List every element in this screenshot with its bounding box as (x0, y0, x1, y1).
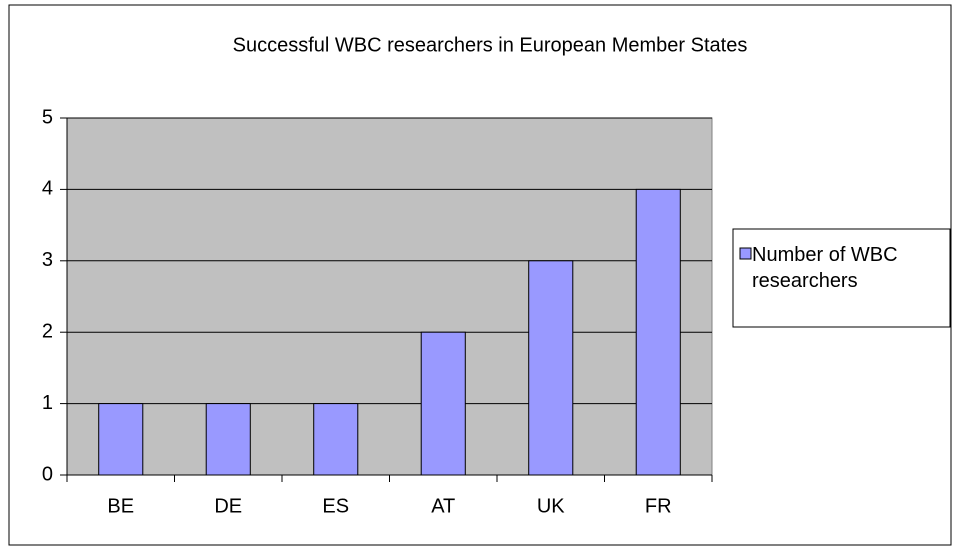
x-tick-label: BE (107, 495, 134, 517)
x-tick-label: FR (645, 495, 672, 517)
bar (205, 403, 251, 476)
x-tick-label: ES (322, 495, 349, 517)
legend-swatch (739, 247, 752, 260)
y-tick-label: 1 (42, 392, 53, 414)
legend-label: Number of WBC researchers (752, 244, 898, 292)
y-tick-label: 0 (42, 463, 53, 485)
y-tick-label: 2 (42, 320, 53, 342)
y-tick-label: 4 (42, 178, 53, 200)
bar (420, 331, 466, 476)
y-tick-label: 3 (42, 249, 53, 271)
bar (313, 403, 359, 476)
bar (98, 403, 144, 476)
x-tick-label: DE (214, 495, 242, 517)
plot-area (66, 117, 713, 476)
x-tick-label: UK (537, 495, 565, 517)
x-tick-label: AT (431, 495, 455, 517)
bar (635, 188, 681, 476)
bar (528, 260, 574, 476)
chart-title: Successful WBC researchers in European M… (233, 34, 748, 56)
y-tick-label: 5 (42, 106, 53, 128)
legend-box (732, 228, 951, 328)
